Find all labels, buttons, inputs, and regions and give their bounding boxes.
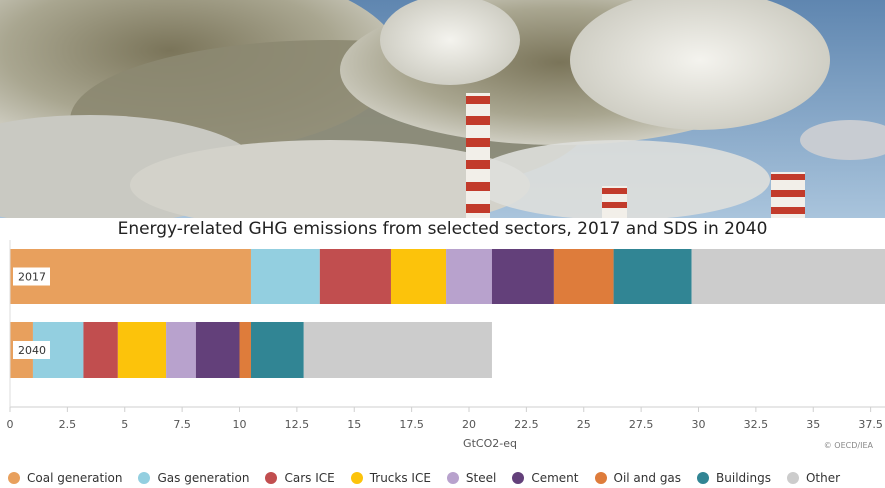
- x-axis-label: GtCO2-eq: [463, 437, 517, 450]
- chimney-1: [466, 93, 490, 218]
- bar-2040-cars-ice: [83, 322, 118, 378]
- x-tick-label: 2.5: [59, 418, 77, 431]
- legend-label: Buildings: [716, 471, 771, 485]
- bar-2040-trucks-ice: [117, 322, 167, 378]
- bar-2017-trucks-ice: [390, 249, 447, 304]
- legend-item-gas-generation: Gas generation: [138, 471, 249, 485]
- bar-2017-buildings: [613, 249, 692, 304]
- x-tick-label: 30: [692, 418, 706, 431]
- bar-2040-cement: [195, 322, 240, 378]
- bar-2017-other: [691, 249, 885, 304]
- bar-2017-coal-generation: [10, 249, 251, 304]
- bar-2040-other: [303, 322, 492, 378]
- legend-item-steel: Steel: [446, 471, 497, 485]
- chimney-3: [771, 172, 805, 218]
- legend-label: Gas generation: [157, 471, 250, 485]
- legend-item-trucks-ice: Trucks ICE: [350, 471, 431, 485]
- credit-text: © OECD/IEA: [823, 441, 873, 450]
- x-tick-label: 20: [462, 418, 476, 431]
- bar-2017-steel: [446, 249, 492, 304]
- legend-swatch: [350, 472, 363, 484]
- x-tick-label: 0: [7, 418, 14, 431]
- legend-item-buildings: Buildings: [697, 471, 771, 485]
- x-tick-label: 15: [347, 418, 361, 431]
- legend-item-cement: Cement: [512, 471, 579, 485]
- x-tick-label: 27.5: [629, 418, 654, 431]
- legend-swatch: [786, 472, 799, 484]
- legend-label: Other: [805, 471, 841, 485]
- legend-swatch: [512, 472, 525, 484]
- bar-2017-cement: [491, 249, 554, 304]
- chart-title: Energy-related GHG emissions from select…: [117, 219, 768, 239]
- bar-2017-cars-ice: [319, 249, 391, 304]
- legend-item-cars-ice: Cars ICE: [265, 471, 335, 485]
- bar-2017-gas-generation: [250, 249, 320, 304]
- legend-label: Steel: [465, 471, 497, 485]
- x-tick-label: 7.5: [173, 418, 191, 431]
- stacked-bar-chart: 2017 2040 0 2.5 5 7.5 10 12.5 15 17.5 20 22.5 25 27.…: [7, 240, 885, 450]
- category-label-2017: 2017: [18, 271, 46, 284]
- legend-swatch: [594, 472, 607, 484]
- x-tick-label: 35: [806, 418, 820, 431]
- category-label-2040: 2040: [18, 344, 46, 357]
- x-tick-label: 5: [121, 418, 128, 431]
- x-tick-label: 32.5: [744, 418, 769, 431]
- bar-2040-steel: [166, 322, 196, 378]
- bar-2017-oil-and-gas: [553, 249, 614, 304]
- x-tick-label: 25: [577, 418, 591, 431]
- legend-item-other: Other: [786, 471, 841, 485]
- x-tick-label: 10: [233, 418, 247, 431]
- legend-swatch: [697, 472, 710, 484]
- legend-swatch: [8, 472, 20, 484]
- bar-2040-buildings: [250, 322, 304, 378]
- chimney-2: [602, 186, 627, 218]
- legend-swatch: [138, 472, 151, 484]
- x-tick-label: 12.5: [285, 418, 310, 431]
- bar-2040-oil-and-gas: [239, 322, 251, 378]
- legend-label: Coal generation: [27, 471, 123, 485]
- legend-label: Cement: [531, 471, 579, 485]
- legend-swatch: [265, 472, 278, 484]
- legend: Coal generation Gas generation Cars ICE Tru…: [8, 468, 885, 488]
- legend-item-coal-generation: Coal generation: [8, 471, 122, 485]
- legend-label: Trucks ICE: [369, 471, 431, 485]
- x-tick-label: 37.5: [858, 418, 883, 431]
- category-label-box-2017: [13, 267, 50, 286]
- x-tick-label: 17.5: [399, 418, 424, 431]
- legend-label: Cars ICE: [284, 471, 335, 485]
- legend-swatch: [446, 472, 459, 484]
- power-plant-photo: [0, 0, 885, 218]
- legend-label: Oil and gas: [613, 471, 682, 485]
- x-tick-label: 22.5: [514, 418, 539, 431]
- category-label-box-2040: [13, 341, 50, 359]
- legend-item-oil-and-gas: Oil and gas: [594, 471, 682, 485]
